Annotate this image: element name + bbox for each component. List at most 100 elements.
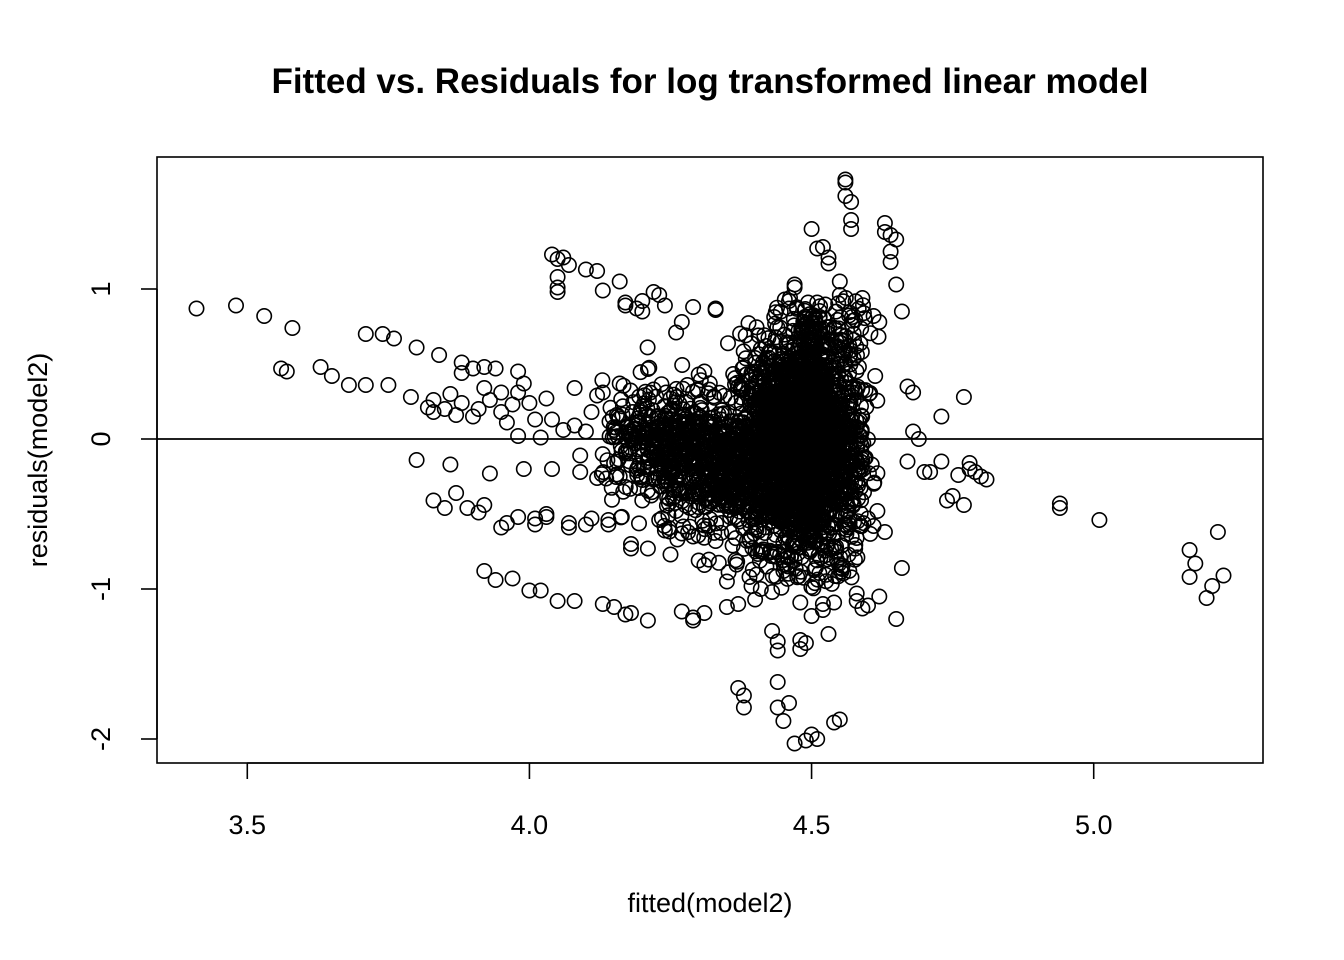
data-point [711,384,728,401]
data-point [824,439,841,456]
data-point [831,334,848,351]
data-point [814,320,831,337]
data-point [760,439,777,456]
data-point [703,472,720,489]
data-point [839,497,856,514]
data-point [752,580,769,597]
data-point [797,634,814,651]
data-point [527,510,544,527]
data-point [722,509,739,526]
data-point [814,595,831,612]
data-point [635,459,652,476]
data-point [815,365,832,382]
data-point [735,358,752,375]
data-point [741,531,758,548]
data-point [820,249,837,266]
data-point [425,403,442,420]
data-point [803,607,820,624]
data-point [821,340,838,357]
data-point [594,384,611,401]
data-point [481,465,498,482]
data-point [593,466,610,483]
data-point [448,484,465,501]
data-point [622,540,639,557]
data-point [899,453,916,470]
data-point [745,445,762,462]
data-point [831,273,848,290]
data-point [841,365,858,382]
data-point [543,411,560,428]
data-point [769,673,786,690]
data-point [611,375,628,392]
data-point [797,300,814,317]
data-point [757,459,774,476]
data-point [764,507,781,524]
data-point [853,492,870,509]
data-point [813,440,830,457]
data-point [955,388,972,405]
data-point [789,545,806,562]
data-point [832,559,849,576]
data-point [834,520,851,537]
data-point [834,422,851,439]
data-point [733,395,750,412]
data-point [493,519,510,536]
data-point [566,379,583,396]
data-point [763,461,780,478]
data-point [806,575,823,592]
data-point [748,319,765,336]
data-point [606,598,623,615]
data-point [583,510,600,527]
data-point [762,542,779,559]
data-point [837,171,854,188]
data-point [228,297,245,314]
data-point [527,516,544,533]
data-point [779,455,796,472]
data-point [764,410,781,427]
data-point [916,463,933,480]
data-point [862,325,879,342]
data-point [594,282,611,299]
data-point [978,471,995,488]
data-point [739,466,756,483]
data-point [737,327,754,344]
data-point [811,448,828,465]
data-point [600,516,617,533]
data-point [603,491,620,508]
data-point [278,363,295,380]
data-point [617,445,634,462]
data-point [622,604,639,621]
data-point [775,498,792,515]
data-point [780,300,797,317]
data-point [797,732,814,749]
data-point [679,376,696,393]
data-point [718,598,735,615]
data-point [801,454,818,471]
data-point [830,568,847,585]
data-point [852,427,869,444]
data-point [645,381,662,398]
data-point [758,362,775,379]
data-point [729,379,746,396]
data-point [722,497,739,514]
data-point [663,443,680,460]
data-point [826,594,843,611]
data-point [740,315,757,332]
data-point [782,401,799,418]
data-point [816,311,833,328]
data-point [773,374,790,391]
data-point [701,409,718,426]
data-point [888,276,905,293]
data-point [521,394,538,411]
data-point [801,524,818,541]
y-axis: -2 -1 0 1 [86,281,158,751]
data-point [487,360,504,377]
data-point [780,694,797,711]
data-point [543,246,560,263]
x-tick-label: 4.5 [793,810,831,840]
data-point [464,360,481,377]
data-point [843,194,860,211]
data-point [724,412,741,429]
data-point [683,421,700,438]
data-point [843,316,860,333]
